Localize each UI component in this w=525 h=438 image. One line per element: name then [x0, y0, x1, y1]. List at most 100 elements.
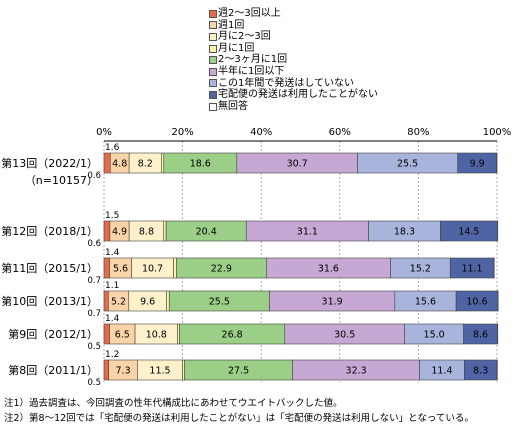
data-label: 0.7 [87, 276, 101, 286]
legend-label: 月に2～3回 [218, 31, 271, 43]
data-label: 10.6 [466, 297, 487, 308]
x-tick-label: 100% [483, 127, 512, 138]
data-label: 5.2 [111, 297, 126, 308]
data-label: 25.5 [209, 297, 230, 308]
data-label: 4.9 [112, 227, 127, 238]
data-label: 25.5 [397, 159, 418, 170]
data-label: 18.3 [394, 227, 415, 238]
data-label: 31.9 [322, 297, 343, 308]
legend-label: 無回答 [218, 100, 248, 112]
data-label: 22.9 [211, 264, 232, 275]
data-label: 1.1 [105, 281, 119, 291]
legend-swatch [209, 9, 217, 18]
data-label: 32.3 [346, 366, 367, 377]
x-tick-label: 40% [250, 127, 272, 138]
category-label: 第8回（2011/1） [8, 363, 98, 377]
data-label: 0.7 [87, 309, 101, 319]
legend-swatch [209, 56, 217, 65]
data-label: 1.6 [105, 143, 120, 153]
data-label: 14.5 [458, 227, 479, 238]
data-label: 1.4 [105, 314, 120, 324]
legend-item: 宅配便の発送は利用したことがない [209, 89, 378, 101]
notes: 注1）過去調査は、今回調査の性年代構成比にあわせてウエイトバックした値。 注2）… [4, 397, 474, 426]
legend-label: 宅配便の発送は利用したことがない [218, 89, 378, 101]
category-label: 第13回（2022/1） [1, 156, 98, 170]
data-label: 1.5 [105, 211, 119, 221]
x-tick-label: 60% [329, 127, 351, 138]
category-label: 第9回（2012/1） [8, 327, 98, 341]
data-label: 0.5 [87, 342, 101, 352]
bar-segment [103, 220, 111, 242]
bar-segment [103, 290, 109, 312]
legend-item: 週1回 [209, 20, 378, 32]
data-label: 9.9 [470, 159, 485, 170]
data-label: 26.8 [222, 330, 243, 341]
bar-segment [103, 323, 110, 345]
data-label: 5.6 [113, 264, 128, 275]
data-label: 1.2 [105, 350, 119, 360]
data-label: 31.6 [318, 264, 339, 275]
data-label: 18.6 [190, 159, 211, 170]
legend-label: この1年間で発送はしていない [218, 77, 355, 89]
data-label: 9.6 [140, 297, 155, 308]
data-label: 10.7 [142, 264, 163, 275]
data-label: 30.7 [287, 159, 308, 170]
legend: 週2～3回以上 週1回 月に2～3回 月に1回 2～3ヶ月に1回 半年に1回以下 この1年間… [209, 8, 378, 112]
category-label: 第11回（2015/1） [1, 261, 98, 275]
bar-segment [161, 152, 165, 174]
note-1: 注1）過去調査は、今回調査の性年代構成比にあわせてウエイトバックした値。 [4, 398, 343, 409]
category-label: 第10回（2013/1） [1, 294, 98, 308]
data-label: 15.6 [415, 297, 436, 308]
x-tick-label: 20% [171, 127, 193, 138]
data-label: 8.8 [139, 227, 154, 238]
data-label: 8.6 [473, 330, 488, 341]
legend-item: 無回答 [209, 101, 378, 113]
legend-swatch [209, 21, 217, 30]
legend-item: 2～3ヶ月に1回 [209, 54, 378, 66]
data-label: 30.5 [334, 330, 355, 341]
bar-segment [103, 359, 110, 381]
x-tick-label: 0% [96, 127, 112, 138]
legend-item: 月に1回 [209, 43, 378, 55]
data-label: 8.2 [138, 159, 153, 170]
data-label: 10.8 [146, 330, 167, 341]
data-label: 1.4 [105, 248, 120, 258]
x-tick-label: 80% [407, 127, 429, 138]
data-label: 0.5 [87, 378, 101, 388]
legend-label: 2～3ヶ月に1回 [218, 54, 288, 66]
data-label: 15.0 [424, 330, 445, 341]
data-label: 8.3 [473, 366, 488, 377]
bar-segment [163, 220, 167, 242]
data-label: 0.6 [87, 171, 101, 181]
legend-swatch [209, 44, 217, 53]
legend-swatch [209, 32, 217, 41]
category-label: 第12回（2018/1） [1, 224, 98, 238]
data-label: 0.6 [87, 239, 101, 249]
data-label: 11.1 [461, 264, 482, 275]
legend-item: この1年間で発送はしていない [209, 78, 378, 90]
data-label: 4.8 [112, 159, 127, 170]
legend-swatch [209, 102, 217, 111]
legend-swatch [209, 67, 217, 76]
legend-swatch [209, 90, 217, 99]
data-label: 15.2 [410, 264, 431, 275]
data-label: 31.1 [297, 227, 318, 238]
legend-swatch [209, 79, 217, 88]
legend-label: 週2～3回以上 [218, 8, 281, 19]
data-label: 7.3 [116, 366, 131, 377]
bar-segment [166, 290, 170, 312]
legend-label: 月に1回 [218, 42, 255, 54]
data-label: 11.5 [149, 366, 170, 377]
legend-item: 週2～3回以上 [209, 8, 378, 20]
legend-label: 週1回 [218, 19, 245, 31]
bar-segment [173, 257, 177, 279]
legend-item: 月に2～3回 [209, 31, 378, 43]
note-2: 注2）第8～12回では「宅配便の発送は利用したことがない」は「宅配便の発送は利用… [4, 412, 474, 424]
bar-segment [103, 257, 110, 279]
data-label: 11.4 [431, 366, 452, 377]
legend-item: 半年に1回以下 [209, 66, 378, 78]
data-label: 6.5 [115, 330, 130, 341]
category-sublabel: （n=10157） [25, 174, 98, 187]
data-label: 20.4 [196, 227, 217, 238]
